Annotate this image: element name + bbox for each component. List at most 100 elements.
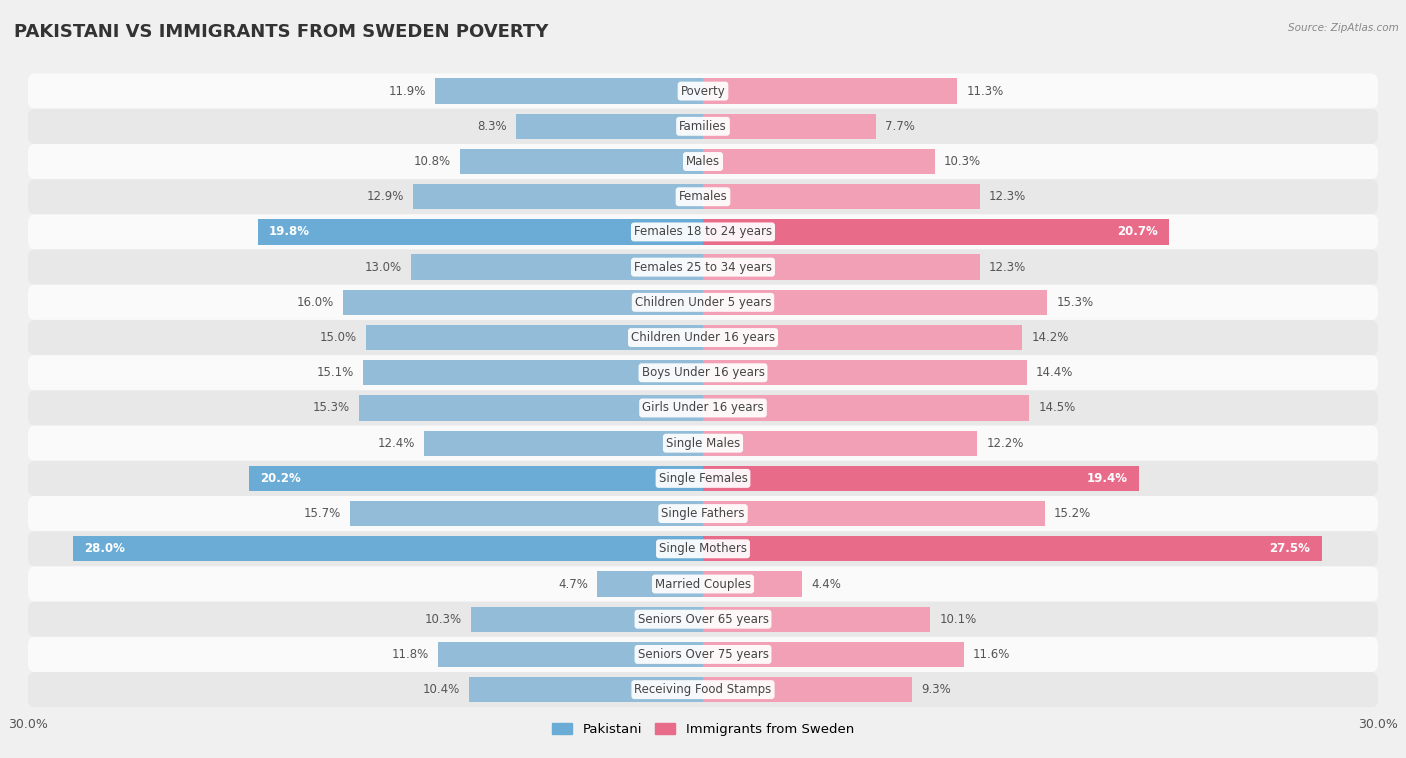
Legend: Pakistani, Immigrants from Sweden: Pakistani, Immigrants from Sweden	[547, 717, 859, 741]
Bar	[437, 642, 703, 667]
Text: Poverty: Poverty	[681, 85, 725, 98]
Text: 10.3%: 10.3%	[943, 155, 981, 168]
Text: 15.7%: 15.7%	[304, 507, 340, 520]
Text: Seniors Over 65 years: Seniors Over 65 years	[637, 612, 769, 625]
Text: 14.4%: 14.4%	[1036, 366, 1073, 379]
Text: Females 18 to 24 years: Females 18 to 24 years	[634, 225, 772, 239]
Bar	[703, 606, 931, 632]
FancyBboxPatch shape	[28, 602, 1378, 637]
Text: 12.4%: 12.4%	[378, 437, 415, 449]
FancyBboxPatch shape	[28, 461, 1378, 496]
Text: Receiving Food Stamps: Receiving Food Stamps	[634, 683, 772, 696]
Text: Source: ZipAtlas.com: Source: ZipAtlas.com	[1288, 23, 1399, 33]
Text: 27.5%: 27.5%	[1270, 542, 1310, 556]
Text: Single Males: Single Males	[666, 437, 740, 449]
Text: PAKISTANI VS IMMIGRANTS FROM SWEDEN POVERTY: PAKISTANI VS IMMIGRANTS FROM SWEDEN POVE…	[14, 23, 548, 41]
FancyBboxPatch shape	[28, 531, 1378, 566]
Text: Families: Families	[679, 120, 727, 133]
Bar	[703, 431, 977, 456]
FancyBboxPatch shape	[28, 285, 1378, 320]
Bar	[366, 325, 703, 350]
Text: 20.7%: 20.7%	[1116, 225, 1157, 239]
Text: 12.2%: 12.2%	[987, 437, 1024, 449]
FancyBboxPatch shape	[28, 108, 1378, 144]
FancyBboxPatch shape	[28, 672, 1378, 707]
Bar	[343, 290, 703, 315]
Bar	[249, 465, 703, 491]
Text: 9.3%: 9.3%	[921, 683, 950, 696]
Bar	[359, 396, 703, 421]
Text: 15.3%: 15.3%	[1056, 296, 1094, 309]
Bar	[703, 360, 1026, 385]
Text: Females 25 to 34 years: Females 25 to 34 years	[634, 261, 772, 274]
Text: 12.3%: 12.3%	[988, 261, 1026, 274]
Bar	[350, 501, 703, 526]
FancyBboxPatch shape	[28, 74, 1378, 108]
Text: 4.4%: 4.4%	[811, 578, 841, 590]
Bar	[703, 149, 935, 174]
Text: Single Females: Single Females	[658, 472, 748, 485]
Text: 10.4%: 10.4%	[423, 683, 460, 696]
Text: Children Under 16 years: Children Under 16 years	[631, 331, 775, 344]
FancyBboxPatch shape	[28, 144, 1378, 179]
Text: 19.8%: 19.8%	[269, 225, 309, 239]
Text: 11.8%: 11.8%	[391, 648, 429, 661]
Text: 16.0%: 16.0%	[297, 296, 335, 309]
FancyBboxPatch shape	[28, 566, 1378, 602]
Bar	[703, 255, 980, 280]
Bar	[257, 219, 703, 245]
Text: 11.9%: 11.9%	[389, 85, 426, 98]
Text: Single Fathers: Single Fathers	[661, 507, 745, 520]
Text: 20.2%: 20.2%	[260, 472, 301, 485]
Text: 15.3%: 15.3%	[312, 402, 350, 415]
FancyBboxPatch shape	[28, 390, 1378, 425]
Bar	[703, 325, 1022, 350]
FancyBboxPatch shape	[28, 215, 1378, 249]
FancyBboxPatch shape	[28, 320, 1378, 356]
Bar	[598, 572, 703, 597]
Bar	[703, 536, 1322, 562]
Text: Single Mothers: Single Mothers	[659, 542, 747, 556]
Bar	[703, 219, 1168, 245]
Text: 19.4%: 19.4%	[1087, 472, 1128, 485]
Bar	[703, 677, 912, 703]
Text: 15.2%: 15.2%	[1054, 507, 1091, 520]
Bar	[703, 572, 801, 597]
Text: 7.7%: 7.7%	[886, 120, 915, 133]
Bar	[703, 642, 965, 667]
Bar	[363, 360, 703, 385]
Bar	[703, 114, 876, 139]
Bar	[413, 184, 703, 209]
Text: 11.6%: 11.6%	[973, 648, 1011, 661]
Bar	[425, 431, 703, 456]
FancyBboxPatch shape	[28, 637, 1378, 672]
Text: 13.0%: 13.0%	[364, 261, 402, 274]
Text: 15.0%: 15.0%	[319, 331, 357, 344]
Text: 8.3%: 8.3%	[478, 120, 508, 133]
Text: 10.1%: 10.1%	[939, 612, 976, 625]
Text: 4.7%: 4.7%	[558, 578, 588, 590]
Text: 15.1%: 15.1%	[318, 366, 354, 379]
Text: 10.3%: 10.3%	[425, 612, 463, 625]
Bar	[436, 78, 703, 104]
FancyBboxPatch shape	[28, 249, 1378, 285]
Bar	[703, 184, 980, 209]
Bar	[703, 501, 1045, 526]
Bar	[703, 290, 1047, 315]
Bar	[703, 396, 1029, 421]
Text: 12.3%: 12.3%	[988, 190, 1026, 203]
Text: Boys Under 16 years: Boys Under 16 years	[641, 366, 765, 379]
Text: Seniors Over 75 years: Seniors Over 75 years	[637, 648, 769, 661]
Bar	[703, 465, 1139, 491]
Bar	[703, 78, 957, 104]
Bar	[411, 255, 703, 280]
FancyBboxPatch shape	[28, 179, 1378, 215]
Text: Males: Males	[686, 155, 720, 168]
Bar	[73, 536, 703, 562]
Bar	[460, 149, 703, 174]
FancyBboxPatch shape	[28, 425, 1378, 461]
Text: 28.0%: 28.0%	[84, 542, 125, 556]
Bar	[470, 677, 703, 703]
Text: Girls Under 16 years: Girls Under 16 years	[643, 402, 763, 415]
Bar	[471, 606, 703, 632]
